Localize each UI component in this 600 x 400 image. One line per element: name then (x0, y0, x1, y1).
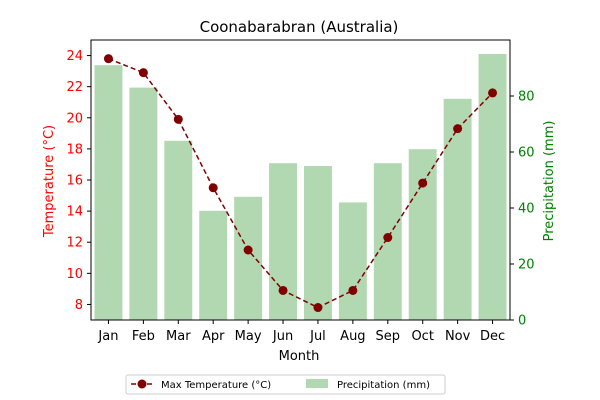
precipitation-bar-apr (199, 210, 228, 320)
x-tick-label: Sep (376, 329, 401, 344)
temperature-point-jan (103, 54, 113, 64)
x-tick-label: May (235, 329, 262, 344)
x-tick-label: Jun (272, 329, 293, 344)
axes: Jan Feb Mar Apr May Jun Jul Aug Sep Oct Nov Dec 8 10 1… (66, 39, 535, 344)
precipitation-bar-may (234, 196, 263, 320)
x-tick-label: Nov (445, 329, 471, 344)
precipitation-bar-jun (269, 163, 298, 320)
x-tick-label: Mar (166, 329, 191, 344)
legend: Max Temperature (°C) Precipitation (mm) (125, 374, 446, 395)
precipitation-bar-jan (94, 65, 123, 320)
precipitation-bar-nov (443, 98, 472, 320)
temperature-point-aug (348, 285, 358, 295)
temperature-point-apr (208, 183, 218, 193)
x-tick-label: Jul (309, 329, 326, 344)
y-right-tick-label: 80 (518, 90, 535, 105)
temperature-point-oct (418, 178, 428, 188)
x-tick-label: Feb (132, 329, 155, 344)
x-tick-label: Dec (480, 329, 505, 344)
chart-title: Coonabarabran (Australia) (200, 18, 399, 36)
legend-label-precipitation: Precipitation (mm) (337, 380, 430, 391)
y-right-tick-label: 40 (518, 202, 535, 217)
precipitation-bar-oct (408, 149, 437, 320)
temperature-point-sep (383, 233, 393, 243)
temperature-point-mar (173, 114, 183, 124)
temperature-point-feb (138, 68, 148, 78)
temperature-point-dec (488, 88, 498, 98)
precipitation-bar-mar (164, 140, 193, 320)
y-right-tick-label: 0 (518, 314, 526, 329)
y-left-tick-label: 12 (66, 236, 83, 251)
x-tick-label: Oct (411, 329, 433, 344)
temperature-point-jun (278, 285, 288, 295)
legend-bar-swatch (306, 379, 328, 388)
legend-label-temperature: Max Temperature (°C) (161, 380, 271, 391)
x-axis-label: Month (279, 349, 320, 364)
precipitation-bar-feb (129, 87, 158, 320)
y-right-tick-label: 60 (518, 146, 535, 161)
temperature-point-jul (313, 303, 323, 313)
y-left-tick-label: 20 (66, 111, 83, 126)
x-tick-label: Apr (202, 329, 225, 344)
precipitation-bar-jul (303, 166, 332, 320)
precipitation-bar-aug (338, 202, 367, 320)
y-left-tick-label: 10 (66, 267, 83, 282)
precipitation-bars (94, 54, 507, 320)
temperature-point-nov (453, 124, 463, 134)
y-left-tick-label: 24 (66, 49, 83, 64)
precipitation-bar-dec (478, 54, 507, 320)
temperature-line (103, 54, 498, 313)
y-left-tick-label: 18 (66, 142, 83, 157)
legend-line-marker (137, 379, 147, 389)
legend-box (125, 374, 446, 395)
temperature-line-path (108, 57, 494, 309)
y-left-tick-label: 14 (66, 205, 83, 220)
temperature-point-may (243, 245, 253, 255)
y-left-tick-label: 16 (66, 174, 83, 189)
y-left-tick-label: 22 (66, 80, 83, 95)
y-right-axis-label: Precipitation (mm) (542, 121, 557, 242)
x-tick-label: Jan (97, 329, 118, 344)
y-right-tick-label: 20 (518, 258, 535, 273)
y-left-axis-label: Temperature (°C) (42, 125, 57, 238)
y-left-tick-label: 8 (75, 298, 83, 313)
x-tick-label: Aug (340, 329, 365, 344)
